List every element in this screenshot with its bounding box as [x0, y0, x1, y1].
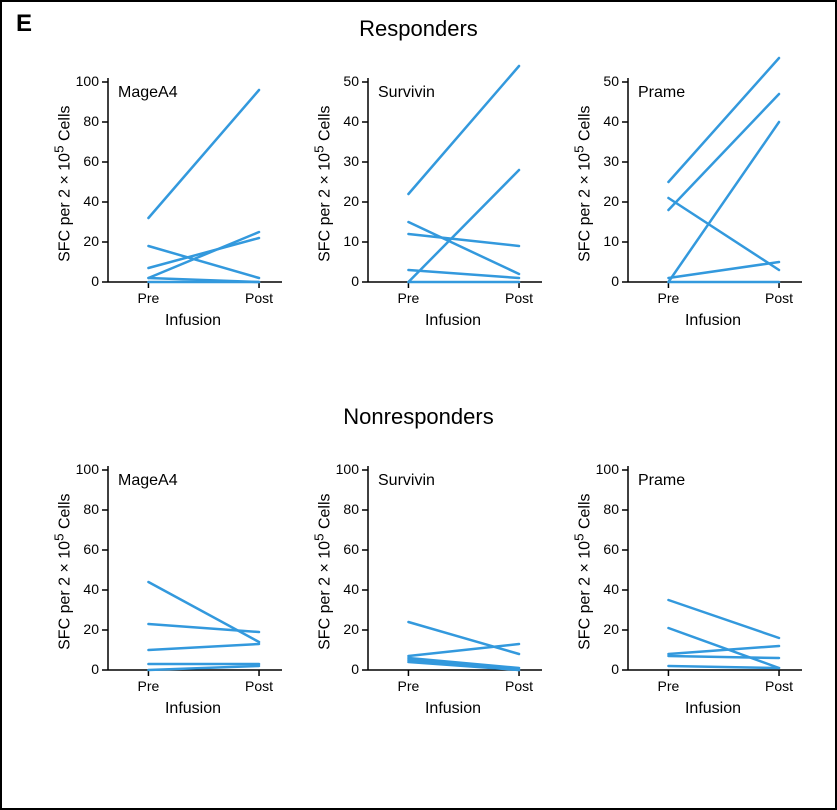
figure-panel-e: E Responders Nonresponders 020406080100P…: [0, 0, 837, 810]
group-title-responders: Responders: [2, 16, 835, 42]
xtick-label: Post: [759, 678, 799, 694]
xtick-label: Post: [499, 290, 539, 306]
xtick-label: Pre: [648, 678, 688, 694]
ytick-label: 100: [596, 461, 619, 477]
ytick-label: 0: [611, 661, 619, 677]
ytick-label: 80: [83, 113, 99, 129]
x-axis-label: Infusion: [38, 312, 278, 330]
chart-n-magea4: 0 20 40 60 80 100 Pre Post MageA4 SFC per 2 × 105…: [38, 440, 288, 758]
ytick-label: 30: [343, 153, 359, 169]
ytick-label: 40: [83, 193, 99, 209]
y-axis-label: SFC per 2 × 105 Cells: [311, 472, 334, 672]
ytick-label: 30: [603, 153, 619, 169]
xtick-label: Post: [239, 678, 279, 694]
ytick-label: 40: [603, 113, 619, 129]
panel-subtitle: Prame: [638, 472, 685, 490]
ytick-label: 40: [83, 581, 99, 597]
panel-subtitle: Survivin: [378, 84, 435, 102]
xtick-label: Post: [239, 290, 279, 306]
chart-n-survivin: 0 20 40 60 80 100 Pre Post Survivin SFC per 2 × 1…: [298, 440, 548, 758]
ytick-label: 20: [343, 193, 359, 209]
y-axis-label: SFC per 2 × 105 Cells: [51, 472, 74, 672]
y-axis-label: SFC per 2 × 105 Cells: [51, 84, 74, 284]
panel-subtitle: MageA4: [118, 84, 178, 102]
ytick-label: 0: [351, 273, 359, 289]
ytick-label: 0: [91, 273, 99, 289]
ytick-label: 40: [603, 581, 619, 597]
ytick-label: 20: [343, 621, 359, 637]
ytick-label: 80: [343, 501, 359, 517]
ytick-label: 20: [83, 621, 99, 637]
ytick-label: 60: [343, 541, 359, 557]
ytick-label: 60: [603, 541, 619, 557]
ytick-label: 80: [603, 501, 619, 517]
ytick-label: 20: [603, 621, 619, 637]
panel-subtitle: Prame: [638, 84, 685, 102]
panel-subtitle: Survivin: [378, 472, 435, 490]
x-axis-label: Infusion: [298, 312, 538, 330]
xtick-label: Pre: [128, 678, 168, 694]
ytick-label: 80: [83, 501, 99, 517]
ytick-label: 100: [76, 73, 99, 89]
ytick-label: 60: [83, 153, 99, 169]
ytick-label: 10: [343, 233, 359, 249]
x-axis-label: Infusion: [558, 700, 798, 718]
ytick-label: 20: [83, 233, 99, 249]
ytick-label: 0: [91, 661, 99, 677]
xtick-label: Post: [499, 678, 539, 694]
ytick-label: 50: [343, 73, 359, 89]
ytick-label: 40: [343, 581, 359, 597]
xtick-label: Pre: [388, 678, 428, 694]
xtick-label: Pre: [648, 290, 688, 306]
ytick-label: 60: [83, 541, 99, 557]
ytick-label: 50: [603, 73, 619, 89]
ytick-label: 100: [76, 461, 99, 477]
panel-subtitle: MageA4: [118, 472, 178, 490]
ytick-label: 0: [611, 273, 619, 289]
xtick-label: Pre: [128, 290, 168, 306]
chart-r-survivin: 0 10 20 30 40 50 Pre Post Survivin SFC per 2 × 10…: [298, 52, 548, 370]
ytick-label: 20: [603, 193, 619, 209]
x-axis-label: Infusion: [558, 312, 798, 330]
chart-r-magea4: 0 20 40 60 80 100 Pre Post MageA4 SFC per 2 × 105…: [38, 52, 288, 370]
ytick-label: 0: [351, 661, 359, 677]
y-axis-label: SFC per 2 × 105 Cells: [571, 84, 594, 284]
ytick-label: 100: [336, 461, 359, 477]
y-axis-label: SFC per 2 × 105 Cells: [571, 472, 594, 672]
ytick-label: 40: [343, 113, 359, 129]
ytick-label: 10: [603, 233, 619, 249]
group-title-nonresponders: Nonresponders: [2, 404, 835, 430]
chart-r-prame: 0 10 20 30 40 50 Pre Post Prame SFC per 2 × 105 C…: [558, 52, 808, 370]
xtick-label: Pre: [388, 290, 428, 306]
xtick-label: Post: [759, 290, 799, 306]
x-axis-label: Infusion: [298, 700, 538, 718]
y-axis-label: SFC per 2 × 105 Cells: [311, 84, 334, 284]
x-axis-label: Infusion: [38, 700, 278, 718]
chart-n-prame: 0 20 40 60 80 100 Pre Post Prame SFC per 2 × 105 …: [558, 440, 808, 758]
